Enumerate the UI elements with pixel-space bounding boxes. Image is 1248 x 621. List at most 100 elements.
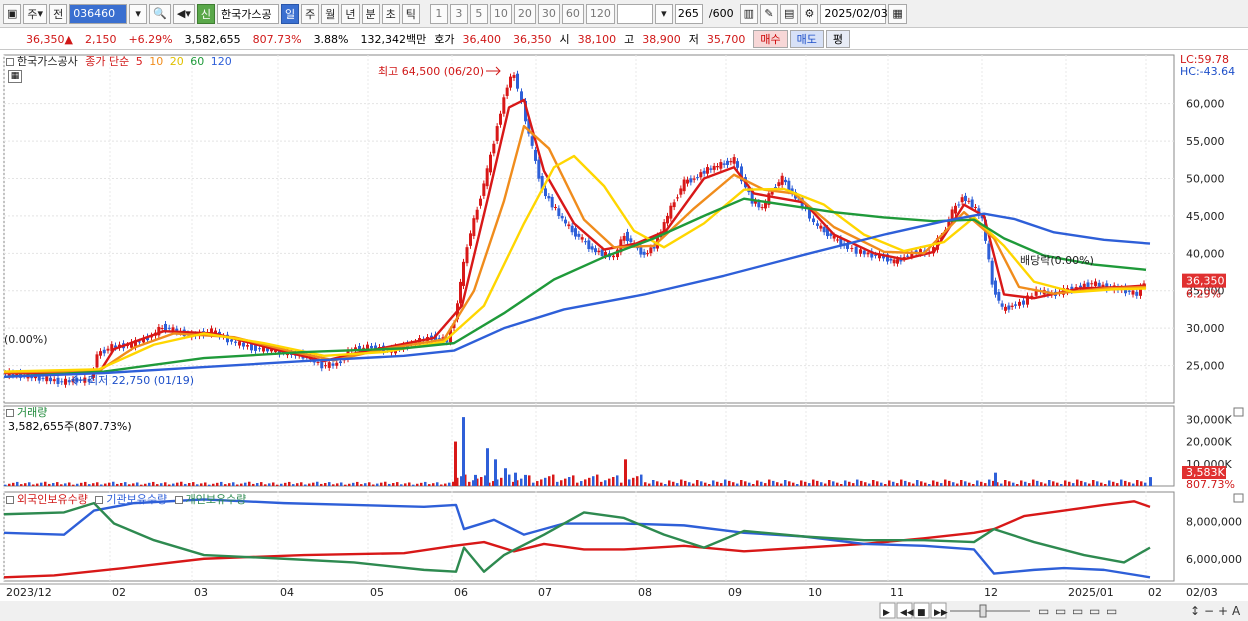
volume-bar: [464, 474, 467, 486]
x-tick-label: 11: [890, 586, 904, 599]
volume-bar: [204, 482, 207, 486]
volume-bar: [264, 484, 267, 486]
volume-bar: [876, 481, 879, 486]
volume-bar: [1140, 481, 1143, 486]
candle-body: [570, 225, 574, 233]
date-input[interactable]: 2025/02/03: [820, 3, 888, 24]
grid-toggle-icon[interactable]: ▦: [8, 70, 22, 83]
candle-body: [60, 381, 64, 383]
interval-20[interactable]: 20: [513, 3, 536, 24]
candle-body: [974, 206, 977, 208]
period-day[interactable]: 일: [281, 3, 300, 24]
volume-bar: [884, 484, 887, 486]
volume-bar: [76, 483, 79, 486]
period-week[interactable]: 주: [301, 3, 320, 24]
volume-bar: [300, 482, 303, 486]
x-tick-label: 03: [194, 586, 208, 599]
search-icon[interactable]: 🔍: [149, 3, 171, 24]
volume-checkbox[interactable]: [6, 409, 14, 417]
candle-body: [52, 379, 56, 382]
candle-body: [1131, 290, 1135, 295]
candle-body: [719, 162, 723, 169]
volume-bar: [676, 483, 679, 486]
volume-bar: [1112, 481, 1115, 486]
institution-checkbox[interactable]: [95, 496, 104, 504]
save-icon[interactable]: ▤: [779, 3, 799, 24]
interval-30[interactable]: 30: [537, 3, 560, 24]
legend-checkbox[interactable]: [6, 58, 14, 66]
volume-bar: [404, 483, 407, 486]
volume-bar: [508, 474, 511, 486]
volume-bar: [332, 484, 335, 486]
volume-bar: [512, 481, 515, 486]
stock-chart[interactable]: 60,000 55,000 50,000 45,000 40,000 35,000 30,0…: [0, 51, 1248, 621]
evaluate-button[interactable]: 평: [825, 30, 850, 48]
stock-name-field[interactable]: 한국가스공: [217, 3, 279, 24]
volume-bar: [516, 480, 519, 486]
period-second[interactable]: 초: [381, 3, 400, 24]
volume-bar: [992, 480, 995, 486]
candle-style-icon[interactable]: ▥: [739, 3, 758, 24]
volume-bar: [432, 483, 435, 486]
interval-3[interactable]: 3: [449, 3, 468, 24]
interval-dropdown-icon[interactable]: ▾: [654, 3, 673, 24]
period-month[interactable]: 월: [321, 3, 340, 24]
individual-checkbox[interactable]: [174, 496, 183, 504]
candle-body: [366, 344, 369, 351]
volume-bar: [1108, 480, 1111, 486]
speaker-icon[interactable]: ◀▾: [172, 3, 195, 24]
interval-5[interactable]: 5: [469, 3, 488, 24]
zoom-control-icon: −: [1204, 604, 1214, 618]
volume-current-pct: 807.73%: [1186, 478, 1235, 491]
volume-bar: [328, 482, 331, 486]
volume-bar: [80, 482, 83, 486]
candle-body: [732, 157, 736, 164]
code-dropdown-icon[interactable]: ▾: [129, 3, 148, 24]
custom-interval-input[interactable]: [616, 3, 653, 24]
volume-bar-peak: [994, 472, 997, 486]
sell-button[interactable]: 매도: [789, 30, 824, 48]
calendar-icon[interactable]: ▦: [888, 3, 907, 24]
interval-120[interactable]: 120: [585, 3, 615, 24]
volume-bar: [636, 476, 639, 486]
period-tick[interactable]: 틱: [401, 3, 420, 24]
count-input[interactable]: 265: [674, 3, 703, 24]
legend-foreign: 외국인보유수량: [17, 493, 88, 506]
volume-bar: [788, 481, 791, 486]
volume-bar: [664, 484, 667, 486]
high-arrow: [486, 66, 501, 76]
playback-icon: ▶▶: [934, 608, 948, 618]
interval-60[interactable]: 60: [561, 3, 584, 24]
candle-body: [1082, 283, 1086, 288]
volume-bar: [852, 483, 855, 486]
volume-bar: [296, 483, 299, 486]
stock-code-input[interactable]: 036460: [69, 3, 128, 24]
candle-body: [316, 361, 320, 363]
price-tick-label: 50,000: [1186, 172, 1225, 185]
draw-tool-icon[interactable]: ✎: [759, 3, 778, 24]
volume-bar: [184, 483, 187, 486]
settings-gear-icon[interactable]: ⚙: [800, 3, 819, 24]
candle-body: [729, 161, 733, 163]
volume-bar: [964, 481, 967, 486]
volume-bar: [1008, 481, 1011, 486]
holding-line-2: [3, 501, 1151, 573]
volume-bar-peak: [486, 448, 489, 486]
compare-button[interactable]: 전: [49, 3, 68, 24]
interval-10[interactable]: 10: [489, 3, 512, 24]
volume-bar: [308, 483, 311, 486]
volume-bar: [796, 484, 799, 486]
foreign-checkbox[interactable]: [6, 496, 14, 504]
candle-body: [167, 327, 171, 329]
period-year[interactable]: 년: [341, 3, 360, 24]
volume-bar: [600, 481, 603, 486]
period-type-dropdown[interactable]: 주 ▾: [23, 3, 48, 24]
volume-bar: [972, 484, 975, 486]
interval-1[interactable]: 1: [429, 3, 448, 24]
buy-button[interactable]: 매수: [753, 30, 788, 48]
volume-bar: [380, 482, 383, 486]
volume-bar: [1028, 483, 1031, 486]
volume-bar: [60, 484, 63, 486]
chart-icon[interactable]: ▣: [3, 3, 22, 24]
period-minute[interactable]: 분: [361, 3, 380, 24]
